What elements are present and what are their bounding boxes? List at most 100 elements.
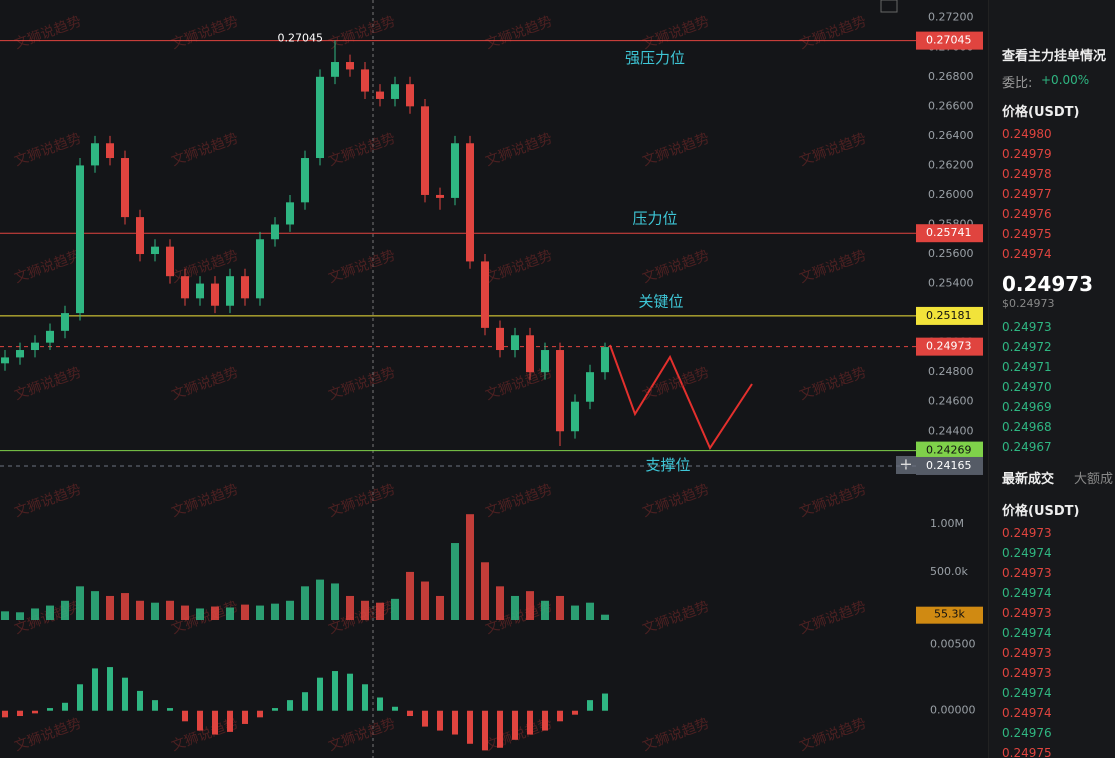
candle-body (526, 335, 534, 373)
level-name: 压力位 (632, 210, 677, 228)
candle-body (196, 283, 204, 299)
candle-body (496, 327, 504, 351)
macd-bar (272, 708, 278, 711)
order-book-panel: 查看主力挂单情况 委比: +0.00% 价格(USDT) 0.24980 0.24979 0… (988, 0, 1115, 758)
volume-bar (346, 595, 354, 620)
candle-body (376, 91, 384, 99)
trade-price: 0.24973 (1002, 566, 1052, 580)
candle-body (586, 372, 594, 402)
watermark: 文狮说趋势 (12, 482, 83, 521)
macd-bar (62, 702, 68, 711)
volume-bar (451, 543, 459, 620)
candle-body (316, 76, 324, 159)
candle-body (151, 246, 159, 255)
candle-body (31, 342, 39, 351)
price-badge-label: 0.25181 (926, 309, 972, 322)
trade-price: 0.24973 (1002, 666, 1052, 680)
watermark: 文狮说趋势 (326, 248, 397, 287)
macd-bar (467, 710, 473, 744)
level-name: 强压力位 (625, 49, 685, 67)
volume-bar (391, 598, 399, 620)
watermark: 文狮说趋势 (169, 14, 240, 53)
candle-body (286, 202, 294, 225)
macd-bar (347, 673, 353, 711)
macd-bar (602, 693, 608, 711)
watermark: 文狮说趋势 (797, 716, 868, 755)
last-price: 0.24973 (1002, 272, 1094, 296)
y-tick-label: 0.26000 (928, 188, 974, 201)
watermark: 文狮说趋势 (12, 14, 83, 53)
candle-body (601, 347, 609, 373)
watermark: 文狮说趋势 (640, 14, 711, 53)
candle-body (391, 84, 399, 99)
volume-bar (256, 605, 264, 620)
watermark: 文狮说趋势 (169, 131, 240, 170)
projection-path (609, 344, 753, 451)
ask-price: 0.24979 (1002, 147, 1052, 161)
volume-bar (376, 602, 384, 620)
bid-price: 0.24969 (1002, 400, 1052, 414)
price-badge-label: 0.24973 (926, 340, 972, 353)
trade-price: 0.24973 (1002, 526, 1052, 540)
volume-bar (91, 591, 99, 620)
macd-bar (257, 710, 263, 718)
volume-bar (511, 595, 519, 620)
macd-bar (302, 692, 308, 711)
volume-bar (226, 607, 234, 620)
bid-price: 0.24972 (1002, 340, 1052, 354)
price-badge (916, 337, 983, 356)
tab[interactable]: 大额成 (1074, 472, 1114, 487)
bid-price: 0.24973 (1002, 320, 1052, 334)
trade-price: 0.24974 (1002, 626, 1052, 640)
macd-bar (482, 710, 488, 751)
watermark: 文狮说趋势 (797, 248, 868, 287)
macd-bar (242, 710, 248, 724)
add-button[interactable] (896, 456, 916, 474)
macd-tick-label: 0.00500 (930, 638, 976, 651)
volume-badge (916, 606, 983, 624)
watermark: 文狮说趋势 (640, 482, 711, 521)
icon[interactable] (880, 0, 898, 13)
watermark: 文狮说趋势 (326, 14, 397, 53)
macd-bar (197, 710, 203, 731)
tab[interactable]: 最新成交 (1002, 472, 1055, 487)
ask-price: 0.24975 (1002, 227, 1052, 241)
ratio-value: +0.00% (1041, 73, 1090, 87)
candle-body (91, 143, 99, 166)
trade-price: 0.24974 (1002, 586, 1052, 600)
volume-bar (571, 605, 579, 620)
level-name: 关键位 (638, 292, 683, 310)
macd-bar (512, 710, 518, 740)
macd-bar (167, 708, 173, 711)
trade-price: 0.24975 (1002, 746, 1052, 758)
candle-body (121, 158, 129, 218)
candle-body (226, 276, 234, 306)
price-badge (916, 456, 983, 475)
macd-bar (32, 710, 38, 714)
volume-tick-label: 1.00M (930, 517, 964, 530)
trade-price: 0.24973 (1002, 606, 1052, 620)
volume-bar (286, 600, 294, 620)
panel-title[interactable]: 查看主力挂单情况 (1002, 49, 1107, 64)
y-tick-label: 0.26400 (928, 129, 974, 142)
watermark: 文狮说趋势 (483, 14, 554, 53)
price-badge (916, 441, 983, 460)
macd-bar (362, 684, 368, 711)
macd-bar (557, 710, 563, 722)
volume-bar (406, 571, 414, 620)
macd-tick-label: 0.00000 (930, 704, 976, 717)
watermark: 文狮说趋势 (640, 716, 711, 755)
macd-bar (437, 710, 443, 731)
y-tick-label: 0.25400 (928, 277, 974, 290)
watermark: 文狮说趋势 (169, 482, 240, 521)
volume-bar (1, 611, 9, 620)
price-badge (916, 224, 983, 243)
candle-body (541, 350, 549, 373)
volume-bar (481, 562, 489, 620)
trade-price: 0.24976 (1002, 726, 1052, 740)
watermark: 文狮说趋势 (326, 482, 397, 521)
ask-price: 0.24980 (1002, 127, 1052, 141)
volume-bar (436, 595, 444, 620)
